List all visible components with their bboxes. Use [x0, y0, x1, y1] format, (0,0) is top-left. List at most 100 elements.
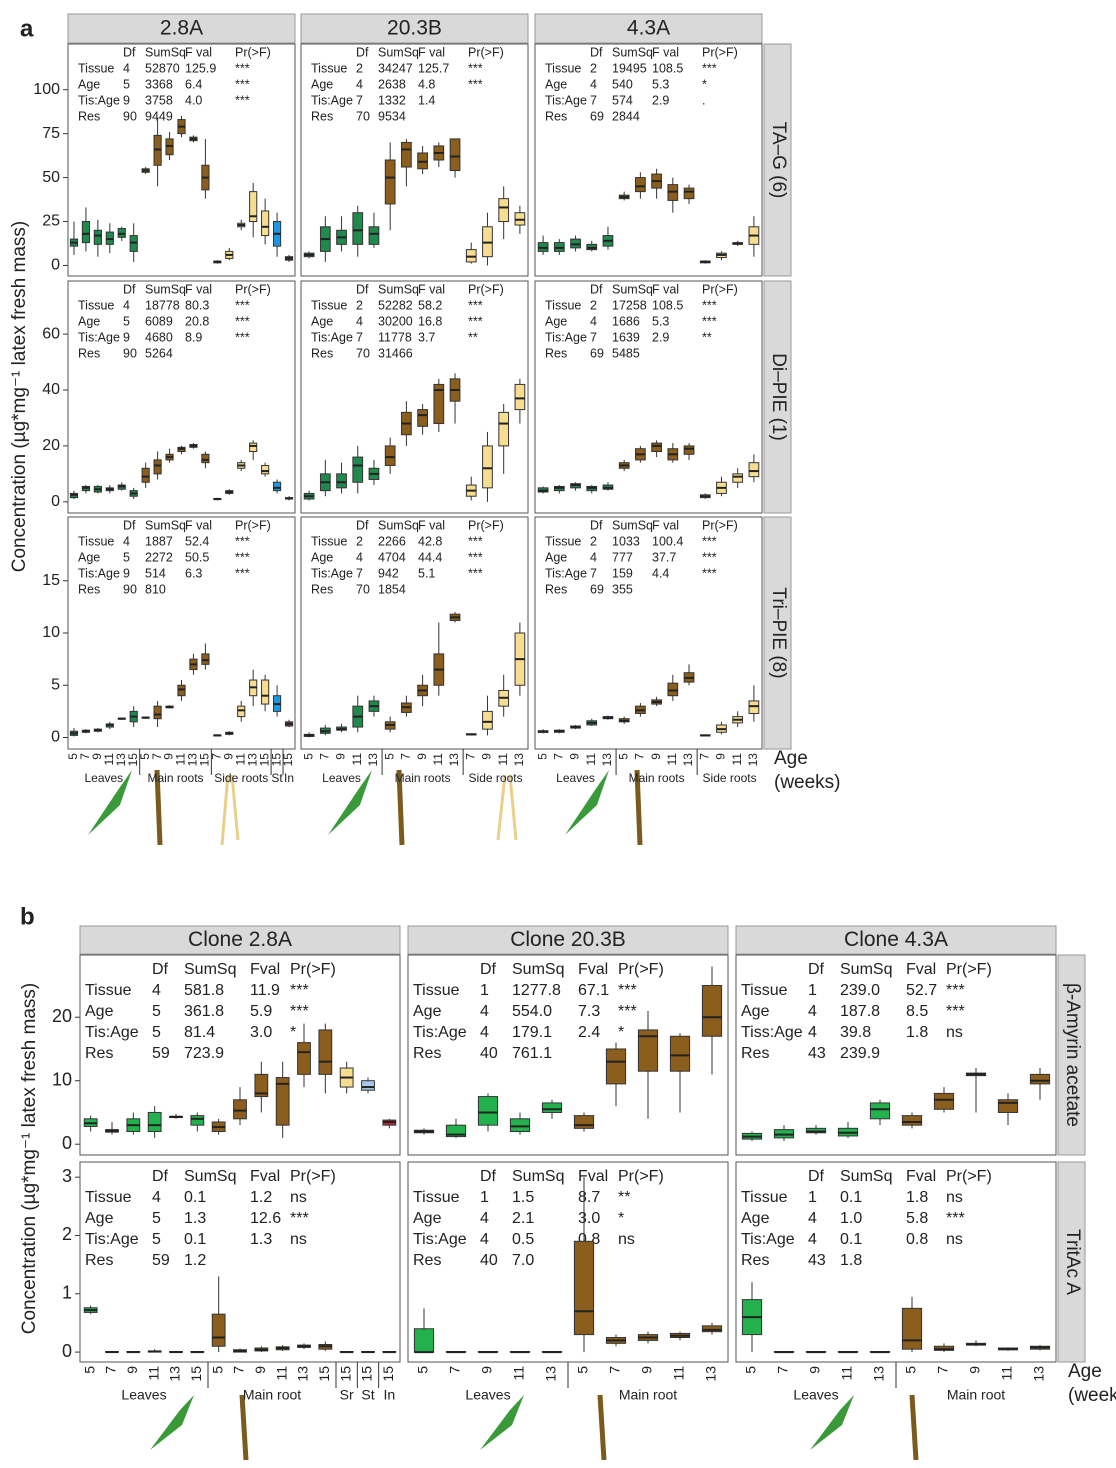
box [148, 1112, 161, 1131]
x-tick-label: 15 [380, 1366, 396, 1382]
anova-cell: *** [468, 298, 483, 312]
anova-cell: 5 [152, 1003, 161, 1020]
group-label: Leaves [322, 771, 361, 785]
box [362, 1081, 375, 1091]
anova-cell: 1.8 [906, 1024, 928, 1041]
anova-header-cell: Pr(>F) [468, 45, 504, 59]
anova-cell: 70 [356, 109, 370, 123]
anova-header-cell: Df [590, 45, 603, 59]
group-label: Main root [947, 1387, 1005, 1403]
anova-cell: 761.1 [512, 1045, 552, 1062]
box [234, 1100, 247, 1119]
anova-cell: Tis:Age [413, 1231, 467, 1248]
anova-cell: Age [545, 550, 567, 564]
anova-header-cell: Fval [906, 961, 936, 978]
anova-cell: Tissue [311, 61, 347, 75]
anova-cell: 40 [480, 1252, 498, 1269]
anova-cell: Tis:Age [311, 330, 353, 344]
anova-cell: Tis:Age [741, 1231, 795, 1248]
x-tick-label: 5 [209, 1366, 225, 1374]
anova-cell: 5485 [612, 346, 640, 360]
anova-cell: 100.4 [652, 534, 683, 548]
x-tick-label: 9 [568, 753, 582, 760]
anova-header-cell: SumSq [145, 45, 186, 59]
anova-cell: Age [311, 314, 333, 328]
x-tick-label: 15 [316, 1366, 332, 1382]
anova-cell: 52.4 [185, 534, 209, 548]
x-tick-label: 5 [415, 1366, 431, 1374]
x-tick-label: 5 [616, 753, 630, 760]
anova-cell: Tis:Age [311, 566, 353, 580]
anova-header-cell: Pr(>F) [618, 1168, 664, 1185]
anova-cell: 5264 [145, 346, 173, 360]
anova-cell: 6089 [145, 314, 173, 328]
anova-cell: Tis:Age [413, 1024, 467, 1041]
anova-cell: *** [235, 330, 250, 344]
y-tick-label: 0 [62, 1133, 72, 1153]
anova-cell: Tis:Age [545, 330, 587, 344]
panel-letter: b [20, 903, 35, 930]
anova-cell: 2 [590, 298, 597, 312]
anova-header-cell: Pr(>F) [702, 45, 738, 59]
x-tick-label: 11 [350, 753, 364, 766]
anova-cell: * [618, 1024, 624, 1041]
group-label: Leaves [793, 1387, 838, 1403]
anova-cell: 1 [808, 982, 817, 999]
anova-cell: ns [618, 1231, 635, 1248]
x-tick-label: 11 [730, 753, 744, 766]
x-tick-label: 9 [639, 1366, 655, 1374]
x-tick-label: 7 [697, 753, 711, 760]
anova-cell: 4 [808, 1024, 817, 1041]
anova-cell: 1686 [612, 314, 640, 328]
anova-cell: 2 [590, 61, 597, 75]
x-tick-label: 7 [231, 1366, 247, 1374]
box [733, 474, 743, 482]
x-tick-label: 11 [839, 1366, 855, 1381]
group-label: Side roots [469, 771, 523, 785]
anova-cell: Tis:Age [311, 93, 353, 107]
anova-cell: ns [946, 1231, 963, 1248]
box [262, 211, 269, 236]
y-tick-label: 0 [51, 257, 60, 274]
anova-cell: *** [235, 77, 250, 91]
y-tick-label: 0 [51, 729, 60, 746]
anova-cell: 2.1 [512, 1210, 534, 1227]
group-label: Leaves [84, 771, 123, 785]
anova-cell: 80.3 [185, 298, 209, 312]
anova-cell: Tis:Age [78, 93, 120, 107]
anova-cell: 1.5 [512, 1189, 534, 1206]
anova-cell: 4704 [378, 550, 406, 564]
anova-cell: 1.4 [418, 93, 435, 107]
anova-cell: 2844 [612, 109, 640, 123]
box [483, 446, 493, 488]
anova-cell: 1.2 [184, 1252, 206, 1269]
anova-cell: 2638 [378, 77, 406, 91]
anova-cell: * [290, 1024, 296, 1041]
anova-cell: 7 [590, 93, 597, 107]
anova-cell: Res [78, 346, 100, 360]
facet-title: Clone 4.3A [844, 928, 948, 951]
group-label: Leaves [121, 1387, 166, 1403]
anova-cell: Res [78, 582, 100, 596]
box [212, 1314, 225, 1346]
box [606, 1049, 625, 1084]
box [142, 468, 149, 482]
anova-header-cell: F val [652, 282, 679, 296]
anova-cell: Tis:Age [545, 93, 587, 107]
anova-header-cell: Df [808, 961, 825, 978]
anova-cell: Tis:Age [78, 566, 120, 580]
anova-cell: 4 [590, 550, 597, 564]
anova-cell: Res [545, 582, 567, 596]
anova-cell: 9 [123, 330, 130, 344]
box [202, 654, 209, 664]
anova-cell: 69 [590, 346, 604, 360]
anova-cell: 554.0 [512, 1003, 552, 1020]
anova-cell: Tissue [85, 982, 132, 999]
anova-cell: 90 [123, 109, 137, 123]
anova-cell: 1.3 [184, 1210, 206, 1227]
y-tick-label: 15 [42, 572, 60, 589]
group-label: Main roots [148, 771, 204, 785]
box [542, 1103, 561, 1113]
anova-cell: 70 [356, 582, 370, 596]
x-tick-label: 9 [479, 1366, 495, 1374]
